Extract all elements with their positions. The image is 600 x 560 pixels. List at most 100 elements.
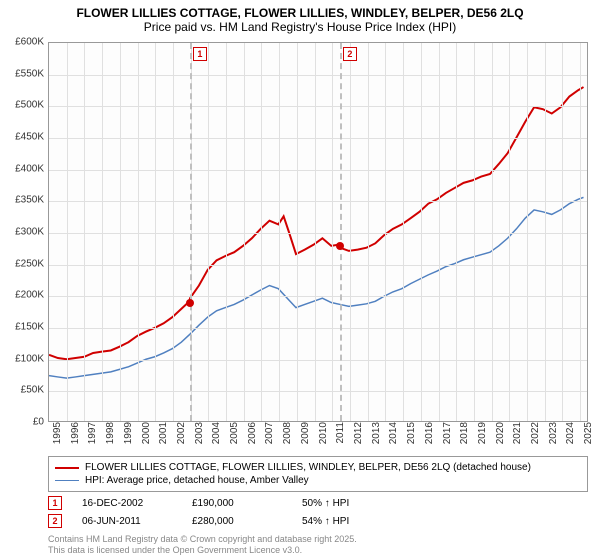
gridline-v xyxy=(138,43,139,421)
gridline-h xyxy=(49,265,587,266)
gridline-h xyxy=(49,391,587,392)
footer-attribution: Contains HM Land Registry data © Crown c… xyxy=(48,534,357,556)
marker-vertical-line xyxy=(340,43,342,421)
x-axis-label: 1999 xyxy=(123,422,134,452)
x-axis-label: 2019 xyxy=(477,422,488,452)
x-axis-label: 2006 xyxy=(247,422,258,452)
gridline-h xyxy=(49,75,587,76)
gridline-h xyxy=(49,296,587,297)
x-axis-label: 2018 xyxy=(459,422,470,452)
gridline-v xyxy=(562,43,563,421)
marker-dot xyxy=(336,242,344,250)
legend-box: FLOWER LILLIES COTTAGE, FLOWER LILLIES, … xyxy=(48,456,588,492)
y-axis-label: £300K xyxy=(4,227,44,238)
chart-plot-area: 12 xyxy=(48,42,588,422)
gridline-v xyxy=(315,43,316,421)
x-axis-label: 2021 xyxy=(512,422,523,452)
gridline-v xyxy=(297,43,298,421)
y-axis-label: £250K xyxy=(4,258,44,269)
gridline-v xyxy=(67,43,68,421)
x-axis-label: 2011 xyxy=(335,422,346,452)
x-axis-label: 1996 xyxy=(70,422,81,452)
y-axis-label: £400K xyxy=(4,163,44,174)
x-axis-label: 2022 xyxy=(530,422,541,452)
legend-swatch-hpi xyxy=(55,480,79,481)
y-axis-label: £450K xyxy=(4,132,44,143)
legend-label-property: FLOWER LILLIES COTTAGE, FLOWER LILLIES, … xyxy=(85,462,531,473)
series-line-property xyxy=(49,87,584,359)
marker-2-date: 06-JUN-2011 xyxy=(82,516,172,527)
gridline-v xyxy=(492,43,493,421)
gridline-v xyxy=(208,43,209,421)
marker-1-pct: 50% ↑ HPI xyxy=(302,498,349,509)
gridline-v xyxy=(474,43,475,421)
y-axis-label: £150K xyxy=(4,322,44,333)
x-axis-label: 2007 xyxy=(264,422,275,452)
marker-1-price: £190,000 xyxy=(192,498,282,509)
gridline-v xyxy=(84,43,85,421)
legend-row-hpi: HPI: Average price, detached house, Ambe… xyxy=(55,474,581,487)
x-axis-label: 1995 xyxy=(52,422,63,452)
y-axis-label: £600K xyxy=(4,37,44,48)
gridline-v xyxy=(244,43,245,421)
gridline-h xyxy=(49,360,587,361)
legend-label-hpi: HPI: Average price, detached house, Ambe… xyxy=(85,475,309,486)
y-axis-label: £100K xyxy=(4,353,44,364)
footer-line2: This data is licensed under the Open Gov… xyxy=(48,545,357,556)
gridline-h xyxy=(49,328,587,329)
y-axis-label: £550K xyxy=(4,68,44,79)
gridline-v xyxy=(527,43,528,421)
marker-number-box: 1 xyxy=(193,47,207,61)
series-line-hpi xyxy=(49,197,584,378)
x-axis-label: 2013 xyxy=(371,422,382,452)
gridline-h xyxy=(49,233,587,234)
y-axis-label: £50K xyxy=(4,385,44,396)
gridline-v xyxy=(580,43,581,421)
x-axis-label: 2016 xyxy=(424,422,435,452)
x-axis-label: 2014 xyxy=(388,422,399,452)
gridline-v xyxy=(120,43,121,421)
x-axis-label: 2015 xyxy=(406,422,417,452)
gridline-v xyxy=(439,43,440,421)
x-axis-label: 1998 xyxy=(105,422,116,452)
gridline-v xyxy=(456,43,457,421)
title-line1: FLOWER LILLIES COTTAGE, FLOWER LILLIES, … xyxy=(10,6,590,20)
title-block: FLOWER LILLIES COTTAGE, FLOWER LILLIES, … xyxy=(0,0,600,36)
gridline-h xyxy=(49,106,587,107)
marker-2-pct: 54% ↑ HPI xyxy=(302,516,349,527)
marker-number-box: 2 xyxy=(343,47,357,61)
chart-lines-svg xyxy=(49,43,587,421)
gridline-v xyxy=(403,43,404,421)
x-axis-label: 2002 xyxy=(176,422,187,452)
gridline-v xyxy=(279,43,280,421)
x-axis-label: 2020 xyxy=(495,422,506,452)
gridline-v xyxy=(368,43,369,421)
x-axis-label: 2017 xyxy=(442,422,453,452)
x-axis-label: 2008 xyxy=(282,422,293,452)
gridline-v xyxy=(545,43,546,421)
gridline-v xyxy=(155,43,156,421)
gridline-v xyxy=(509,43,510,421)
x-axis-label: 2009 xyxy=(300,422,311,452)
x-axis-label: 1997 xyxy=(87,422,98,452)
marker-info-2: 2 06-JUN-2011 £280,000 54% ↑ HPI xyxy=(48,514,588,528)
marker-dot xyxy=(186,299,194,307)
marker-1-date: 16-DEC-2002 xyxy=(82,498,172,509)
legend-swatch-property xyxy=(55,467,79,469)
y-axis-label: £0 xyxy=(4,417,44,428)
gridline-v xyxy=(350,43,351,421)
gridline-v xyxy=(421,43,422,421)
gridline-v xyxy=(102,43,103,421)
y-axis-label: £350K xyxy=(4,195,44,206)
x-axis-label: 2004 xyxy=(211,422,222,452)
x-axis-label: 2000 xyxy=(141,422,152,452)
y-axis-label: £500K xyxy=(4,100,44,111)
gridline-v xyxy=(226,43,227,421)
marker-box-1-icon: 1 xyxy=(48,496,62,510)
x-axis-label: 2025 xyxy=(583,422,594,452)
chart-container: FLOWER LILLIES COTTAGE, FLOWER LILLIES, … xyxy=(0,0,600,560)
gridline-h xyxy=(49,201,587,202)
x-axis-label: 2001 xyxy=(158,422,169,452)
gridline-v xyxy=(261,43,262,421)
gridline-v xyxy=(385,43,386,421)
